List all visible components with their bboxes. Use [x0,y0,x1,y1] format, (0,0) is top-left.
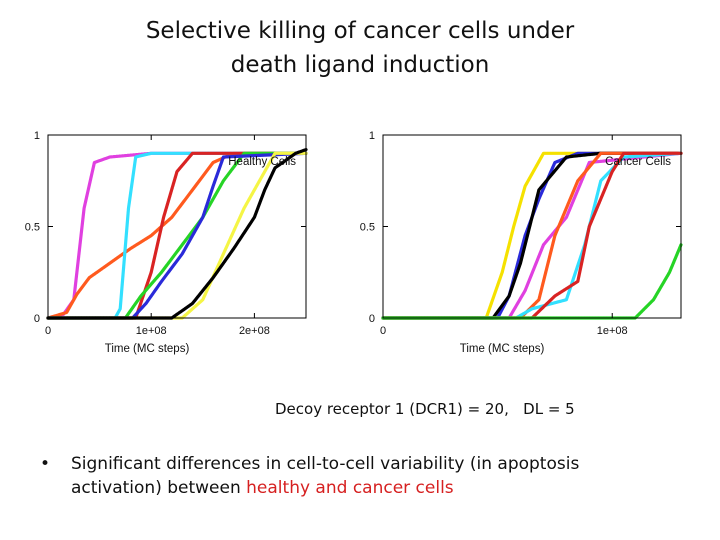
chart-2-series-line-4 [381,151,683,320]
chart-2-series-line-6 [381,151,683,320]
chart-1-series-line-7 [46,151,308,320]
chart-1-y-tick-label: 1 [34,130,40,142]
chart-2-x-tick-label: 1e+08 [597,325,628,337]
chart-2-y-tick-label: 0.5 [360,222,375,234]
chart-2-y-tick-label: 0 [369,313,375,325]
chart-1-series-line-8 [46,148,308,320]
chart-2-series-line-5 [381,151,683,320]
chart-1-y-tick-label: 0 [34,313,40,325]
bullet-mark: • [40,454,51,474]
chart-1-series-line-2 [46,151,308,320]
slide-title-line-1: Selective killing of cancer cells under [145,18,575,44]
chart-2-series-line-3 [381,151,683,320]
chart-2-series-line-2 [381,151,683,320]
parameter-caption: Decoy receptor 1 (DCR1) = 20, DL = 5 [275,400,575,418]
chart-1-title: Healthy Cells [228,156,296,168]
chart-1-series-line-5 [46,151,308,320]
slide-title-line-2: death ligand induction [230,52,490,78]
chart-2-x-axis-label: Time (MC steps) [460,343,545,355]
chart-2-series-line-7 [381,151,683,320]
chart-2-y-tick-label: 1 [369,130,375,142]
chart-1-x-tick-label: 1e+08 [136,325,167,337]
chart-1-y-tick-label: 0.5 [25,222,40,234]
chart-1-x-tick-label: 0 [45,325,51,337]
chart-1-series-line-6 [46,151,308,320]
chart-2-title: Cancer Cells [605,156,671,168]
healthy-cells-chart: 0 0.5 1 0 1e+08 2e+08 Healthy Cells Time (MC st… [25,130,308,355]
chart-2-series-line-1 [381,151,683,320]
bullet-text-highlight: healthy and cancer cells [246,478,454,498]
slide-title: Selective killing of cancer cells under … [0,14,720,82]
chart-2-x-tick-label: 0 [380,325,386,337]
chart-1-series-line-4 [46,151,308,320]
cancer-cells-chart: 0 0.5 1 0 1e+08 Cancer Cells Time (MC steps) [360,130,683,355]
bullet-text-plain: Significant differences in cell-to-cell … [71,454,580,498]
bullet-text: Significant differences in cell-to-cell … [71,452,661,500]
chart-1-series-line-1 [46,151,308,320]
chart-1-x-axis-label: Time (MC steps) [105,343,190,355]
chart-1-x-tick-label: 2e+08 [239,325,270,337]
chart-1-series-line-3 [46,151,308,320]
